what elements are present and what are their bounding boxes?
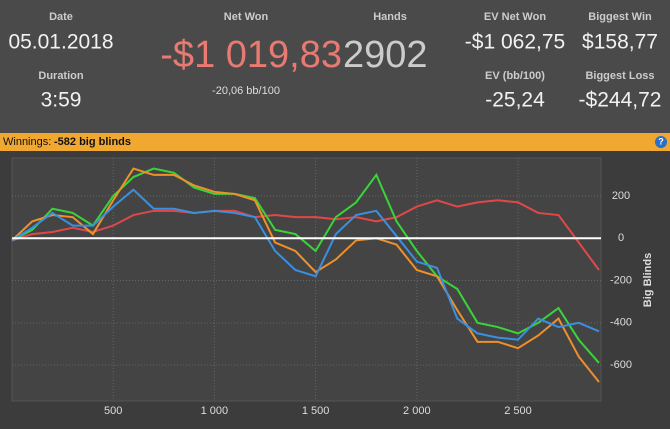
y-axis-label: Big Blinds [642,253,654,307]
x-tick-label: 1 000 [201,405,229,417]
label: EV Net Won [484,11,546,23]
x-tick-label: 2 000 [403,405,431,417]
value: 3:59 [41,89,82,112]
value: $158,77 [582,31,658,54]
banner-value: -582 big blinds [54,136,131,148]
value: -20,06 bb/100 [212,85,280,97]
help-icon[interactable]: ? [658,136,664,146]
x-tick-label: 500 [104,405,122,417]
value: -25,24 [485,89,545,112]
y-tick-label: -600 [610,359,632,371]
x-tick-label: 1 500 [302,405,330,417]
label: Date [49,11,73,23]
label: Biggest Win [588,11,652,23]
banner-label: Winnings: [3,136,51,148]
label: Biggest Loss [585,70,654,82]
y-tick-label: -400 [610,317,632,329]
help-button[interactable] [655,136,667,148]
banner [0,133,670,151]
label: EV (bb/100) [485,70,545,82]
value: -$244,72 [579,89,662,112]
y-tick-label: 200 [612,190,630,202]
net-won: -$1 019,83 [160,34,342,76]
label: Net Won [224,11,269,23]
value: -$1 062,75 [465,31,565,54]
series-line [11,167,600,364]
label: Duration [38,70,84,82]
hands: 2902 [343,34,428,76]
series-line [11,167,600,383]
plot-area [11,157,602,402]
label: Hands [373,11,407,23]
y-tick-label: 0 [618,232,624,244]
y-tick-label: -200 [610,274,632,286]
series-line [11,199,600,271]
value: 05.01.2018 [8,31,113,54]
series-line [11,188,600,341]
x-tick-label: 2 500 [504,405,532,417]
header-panel [0,0,670,133]
